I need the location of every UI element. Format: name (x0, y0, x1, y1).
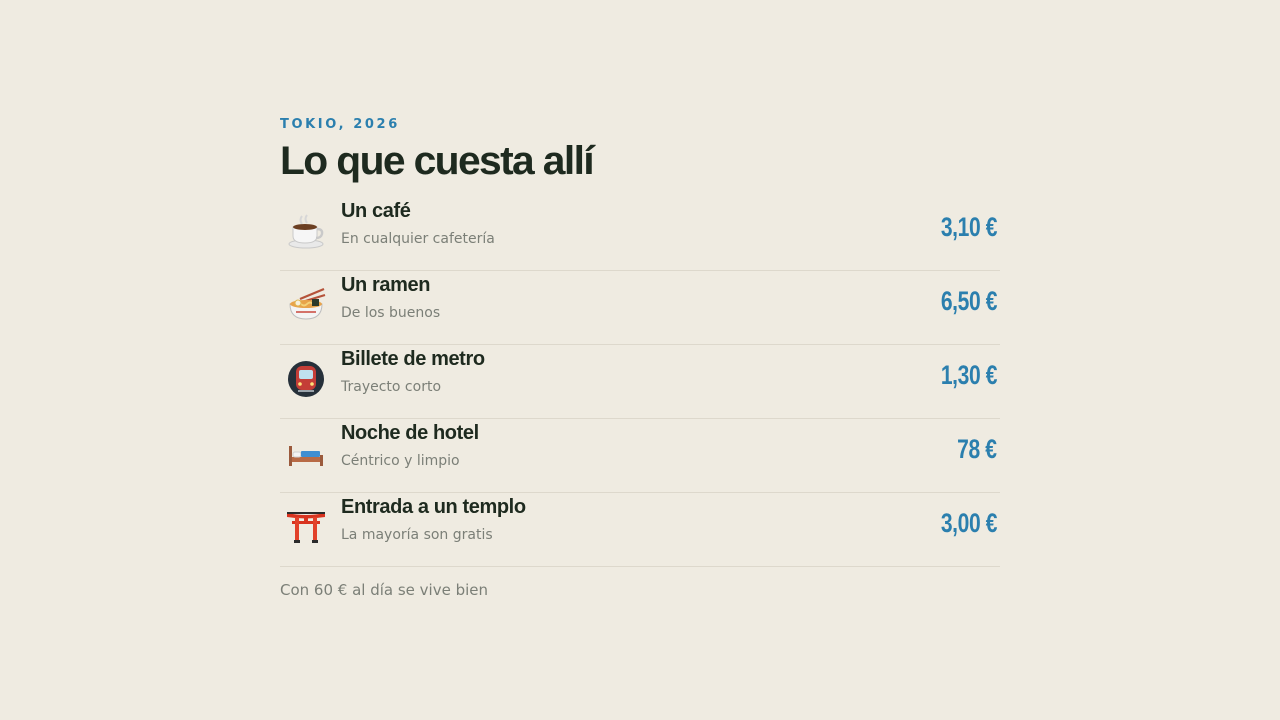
item-name: Noche de hotel (341, 422, 479, 444)
metro-train-icon (284, 357, 328, 401)
item-note: De los buenos (341, 305, 441, 321)
item-name: Un ramen (341, 274, 431, 296)
list-item: Un café En cualquier cafetería 3,10 € (280, 197, 1000, 271)
footer-note: Con 60 € al día se vive bien (280, 581, 489, 599)
list-item: Billete de metro Trayecto corto 1,30 € (280, 345, 1000, 419)
item-note: La mayoría son gratis (341, 527, 493, 543)
torii-gate-icon (284, 505, 328, 549)
price-card: TOKIO, 2026 Lo que cuesta allí Un café E… (280, 117, 1000, 600)
price-list: Un café En cualquier cafetería 3,10 € Un… (280, 197, 1000, 567)
item-price: 3,00 € (940, 508, 998, 538)
ramen-bowl-icon (284, 283, 328, 327)
item-name: Billete de metro (341, 348, 485, 370)
list-item: Un ramen De los buenos 6,50 € (280, 271, 1000, 345)
page-title: Lo que cuesta allí (280, 139, 595, 183)
item-name: Un café (341, 200, 411, 222)
item-name: Entrada a un templo (341, 496, 526, 518)
item-price: 1,30 € (940, 360, 998, 390)
coffee-cup-icon (284, 209, 328, 253)
bed-icon (284, 431, 328, 475)
item-note: Trayecto corto (341, 379, 442, 395)
item-price: 6,50 € (940, 286, 998, 316)
item-price: 78 € (957, 434, 998, 464)
item-note: Céntrico y limpio (341, 453, 460, 469)
list-item: Entrada a un templo La mayoría son grati… (280, 493, 1000, 567)
list-item: Noche de hotel Céntrico y limpio 78 € (280, 419, 1000, 493)
item-note: En cualquier cafetería (341, 231, 495, 247)
item-price: 3,10 € (940, 212, 998, 242)
eyebrow-label: TOKIO, 2026 (280, 117, 400, 132)
